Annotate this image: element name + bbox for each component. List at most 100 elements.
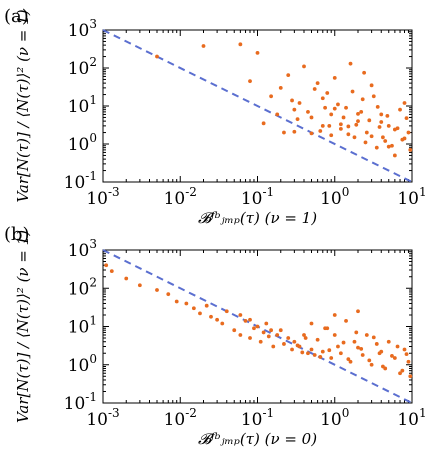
- data-point: [367, 118, 372, 123]
- data-point: [302, 64, 306, 69]
- data-point: [155, 288, 159, 292]
- data-point: [155, 54, 159, 59]
- data-point: [338, 122, 343, 127]
- data-point: [315, 337, 320, 342]
- y-tick-label: 101: [68, 93, 97, 117]
- data-point: [261, 330, 266, 335]
- x-tick-label: 10-2: [164, 406, 197, 430]
- data-point: [380, 364, 385, 369]
- data-point: [252, 326, 256, 331]
- data-point: [356, 345, 360, 350]
- data-point: [346, 357, 351, 362]
- data-point: [292, 129, 297, 134]
- data-point: [371, 335, 376, 340]
- data-point: [184, 301, 189, 306]
- data-point: [336, 102, 340, 107]
- data-point: [375, 104, 380, 109]
- data-point: [332, 313, 337, 317]
- x-tick-label: 10-1: [241, 406, 274, 430]
- data-point: [198, 311, 202, 316]
- data-point: [379, 120, 384, 124]
- data-point: [109, 269, 114, 274]
- data-point: [360, 353, 365, 357]
- x-tick-label: 101: [397, 185, 426, 209]
- data-point: [282, 130, 286, 135]
- data-point: [264, 321, 269, 326]
- data-point: [275, 112, 280, 117]
- data-point: [209, 314, 213, 319]
- data-point: [295, 343, 300, 348]
- data-point: [302, 333, 306, 337]
- data-point: [379, 112, 384, 117]
- panel-a: 10-3 10-2 10-1 100 101 10-1 100 101 102 103 𝓑ᶠᵇⱼₘₚ…: [14, 9, 427, 227]
- data-point: [359, 109, 364, 114]
- data-point: [255, 324, 260, 329]
- data-point: [174, 299, 179, 304]
- data-point: [362, 70, 367, 75]
- data-point: [191, 306, 196, 311]
- data-point: [309, 321, 314, 326]
- data-point: [398, 107, 402, 112]
- x-axis-label: 𝓑ᶠᵇⱼₘₚ(τ) (ν = 1): [198, 209, 317, 227]
- data-point: [336, 344, 340, 349]
- x-tick-label: 100: [320, 406, 349, 430]
- data-point: [271, 344, 276, 349]
- data-point: [312, 353, 317, 357]
- data-point: [282, 342, 286, 346]
- panel-b: 10-3 10-2 10-1 100 101 10-1 100 101 102 103 𝓑ᶠᵇⱼₘₚ…: [14, 230, 427, 448]
- x-tick-label: 10-3: [86, 185, 119, 209]
- data-point: [320, 123, 325, 128]
- data-point: [348, 61, 353, 66]
- data-point: [329, 112, 334, 117]
- data-point: [408, 374, 413, 379]
- data-point: [344, 319, 348, 323]
- data-point: [386, 339, 391, 344]
- data-point: [295, 117, 300, 122]
- data-point: [406, 359, 411, 364]
- data-point: [320, 96, 325, 101]
- data-point: [137, 283, 142, 288]
- data-point: [309, 347, 314, 352]
- data-point: [369, 362, 374, 367]
- y-tick-label: 103: [68, 237, 97, 261]
- data-point: [248, 317, 252, 322]
- panel-a-label: (a): [4, 6, 29, 27]
- data-point: [238, 313, 243, 317]
- data-point: [404, 352, 409, 356]
- y-tick-label: 102: [68, 55, 97, 79]
- data-point: [402, 136, 407, 141]
- data-point: [323, 326, 327, 331]
- data-point: [266, 334, 271, 339]
- data-point: [215, 317, 220, 322]
- data-point: [377, 351, 382, 356]
- data-point: [290, 347, 294, 352]
- data-point: [318, 355, 323, 359]
- data-point: [341, 340, 346, 345]
- y-tick-label: 101: [68, 314, 97, 338]
- y-tick-label: 103: [68, 17, 97, 41]
- data-point: [255, 50, 260, 55]
- data-point: [238, 42, 243, 47]
- data-point: [224, 309, 229, 314]
- y-tick-label: 102: [68, 275, 97, 299]
- data-point: [329, 356, 334, 360]
- y-tick-label: 10-1: [64, 390, 97, 414]
- data-point: [350, 89, 355, 94]
- data-point: [258, 339, 263, 344]
- data-point: [290, 98, 294, 103]
- data-point: [356, 309, 360, 314]
- data-point: [352, 135, 357, 140]
- data-point: [395, 344, 400, 349]
- data-point: [104, 263, 109, 268]
- data-point: [320, 349, 325, 354]
- x-tick-label: 10-1: [241, 185, 274, 209]
- data-point: [374, 145, 379, 150]
- data-point: [306, 109, 310, 114]
- data-point: [338, 126, 343, 131]
- data-point: [344, 105, 348, 110]
- data-point: [369, 83, 374, 88]
- data-point: [269, 94, 274, 99]
- x-tick-label: 10-2: [164, 185, 197, 209]
- panel-b-label: (b): [4, 224, 30, 245]
